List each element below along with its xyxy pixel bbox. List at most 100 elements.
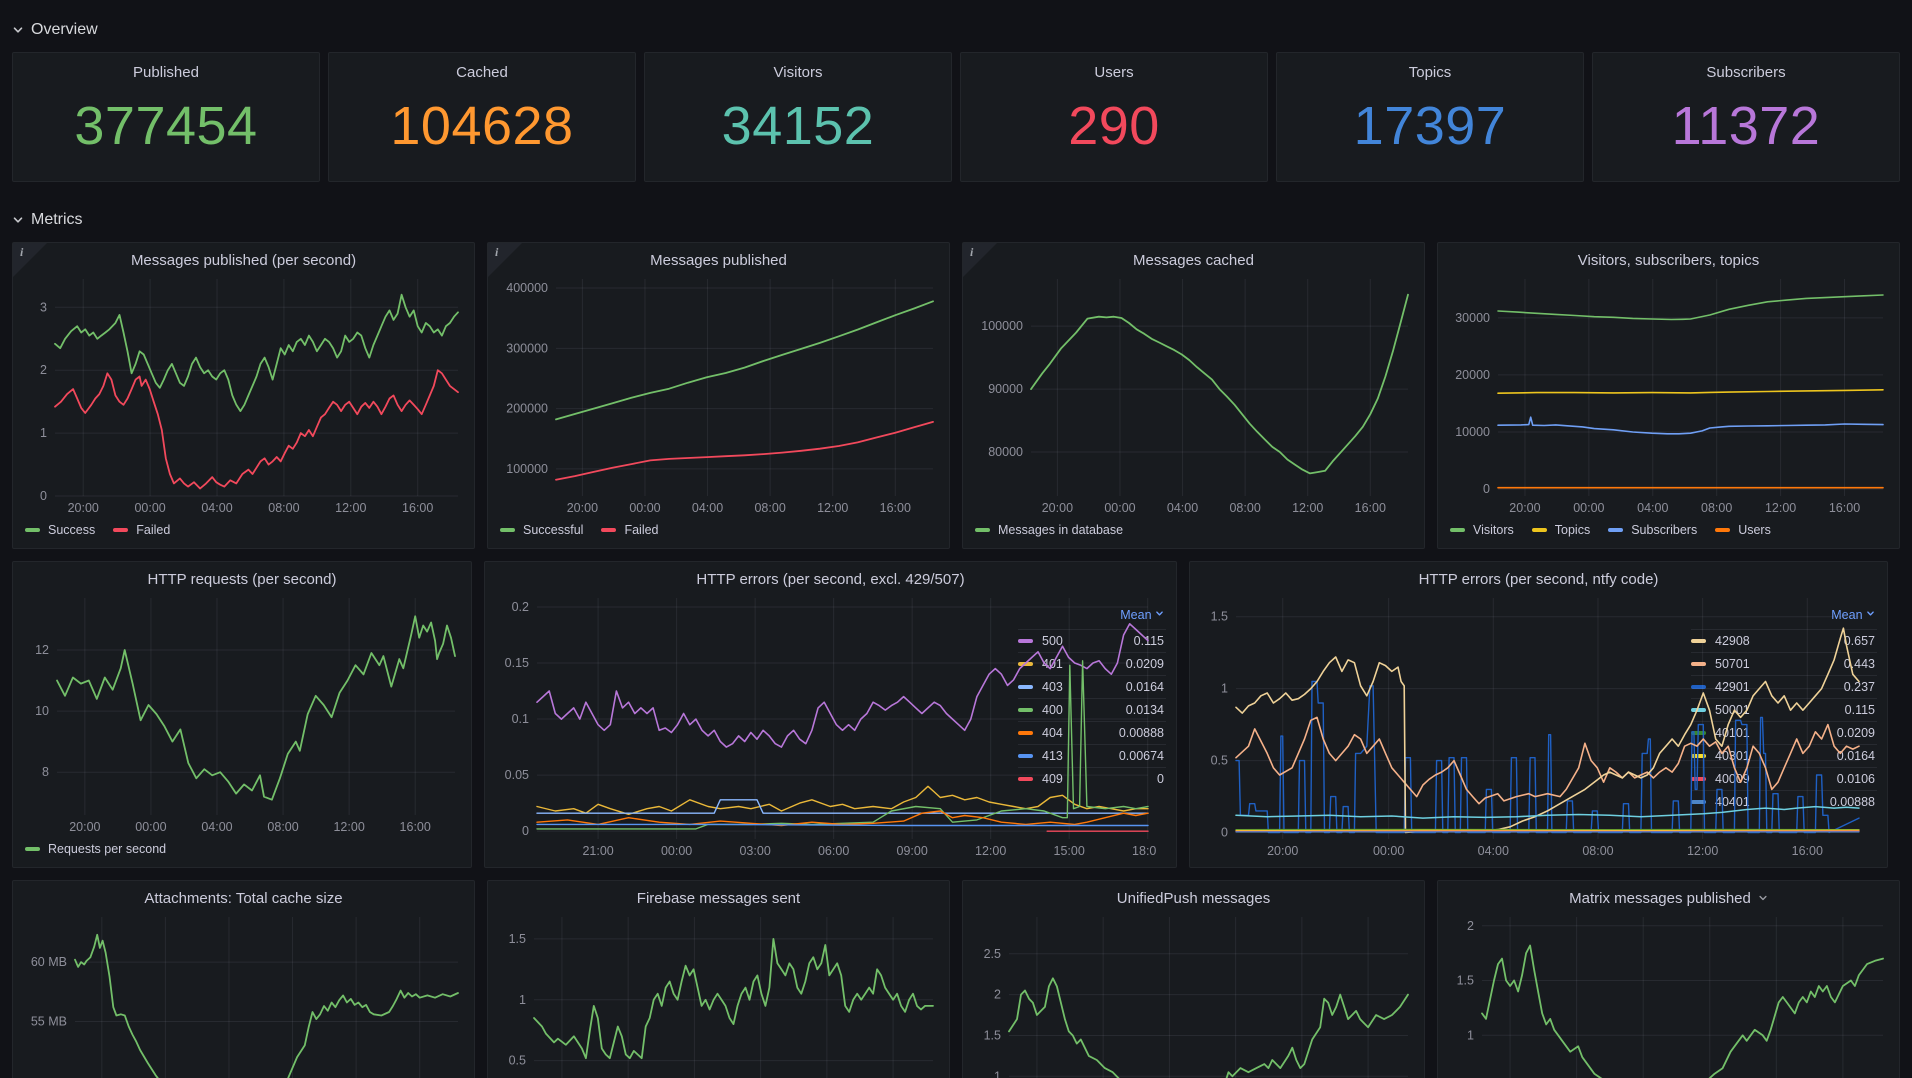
stat-panel-topics: Topics 17397 [1276,52,1584,182]
svg-text:0: 0 [1483,482,1490,496]
svg-text:1: 1 [40,426,47,440]
info-icon[interactable]: i [488,243,522,277]
chart-panel-attachments-cache: Attachments: Total cache size 20:0000:00… [12,880,475,1078]
legend-table-row[interactable]: 42901 0.237 [1691,675,1877,698]
stat-title: Subscribers [1706,64,1786,81]
svg-text:04:00: 04:00 [1478,844,1509,858]
svg-text:00:00: 00:00 [1573,501,1604,515]
legend-table: Mean 500 0.115 401 0.0209 403 0.0164 400 0.0134… [1018,606,1166,861]
legend-item[interactable]: Requests per second [25,842,166,856]
svg-text:10000: 10000 [1455,425,1490,439]
stat-value: 34152 [721,96,875,156]
panel-title[interactable]: Messages cached [1133,251,1254,269]
legend-swatch [1608,528,1624,532]
legend-swatch [1018,777,1033,781]
chart-panel-http-errors-ntfy: HTTP errors (per second, ntfy code) 20:0… [1189,561,1888,868]
legend-item[interactable]: Messages in database [975,523,1123,537]
panel-title[interactable]: Messages published (per second) [130,251,357,269]
svg-text:12:00: 12:00 [1292,501,1323,515]
svg-text:1: 1 [1467,1028,1474,1042]
legend-item[interactable]: Success [25,523,95,537]
legend-table-row[interactable]: 500 0.115 [1018,629,1166,652]
legend-item[interactable]: Topics [1531,523,1590,537]
svg-text:21:00: 21:00 [582,844,613,858]
svg-text:20:00: 20:00 [567,501,598,515]
legend-table-row[interactable]: 404 0.00888 [1018,721,1166,744]
stat-panel-visitors: Visitors 34152 [644,52,952,182]
svg-text:0.5: 0.5 [509,1054,526,1068]
chevron-down-icon [12,214,24,226]
legend-swatch [1715,528,1731,532]
chart-panel-messages-published-rate: i Messages published (per second) 20:00 0… [12,242,475,549]
svg-text:2: 2 [994,988,1001,1002]
svg-text:16:00: 16:00 [1829,501,1860,515]
chart-panel-firebase-messages: Firebase messages sent 20:0000:0004:0008… [487,880,950,1078]
legend-mean-sort[interactable]: Mean [1691,606,1877,629]
section-overview[interactable]: Overview [12,16,1900,44]
svg-text:12:00: 12:00 [335,501,366,515]
legend-table-row[interactable]: 50001 0.115 [1691,698,1877,721]
chart-legend: Requests per second [21,837,463,861]
section-metrics[interactable]: Metrics [12,206,1900,234]
panel-title[interactable]: Matrix messages published [1446,885,1891,911]
legend-table-row[interactable]: 403 0.0164 [1018,675,1166,698]
chart-panel-messages-published-total: i Messages published 20:00 00:00 04:00 08:0… [487,242,950,549]
chevron-down-icon [12,24,24,36]
legend-table-row[interactable]: 400 0.0134 [1018,698,1166,721]
svg-text:16:00: 16:00 [400,820,431,834]
svg-text:16:00: 16:00 [880,501,911,515]
legend-swatch [1450,528,1465,532]
svg-text:00:00: 00:00 [629,501,660,515]
legend-swatch [1691,777,1706,781]
svg-text:30000: 30000 [1455,311,1490,325]
legend-table-row[interactable]: 42908 0.657 [1691,629,1877,652]
legend-item[interactable]: Visitors [1450,523,1514,537]
legend-swatch [975,528,990,532]
svg-text:04:00: 04:00 [692,501,723,515]
legend-table-row[interactable]: 40401 0.00888 [1691,790,1877,813]
panel-title[interactable]: HTTP errors (per second, excl. 429/507) [696,570,965,588]
svg-text:300000: 300000 [506,341,548,355]
svg-text:04:00: 04:00 [1167,501,1198,515]
info-icon[interactable]: i [13,243,47,277]
legend-swatch [1018,639,1033,643]
legend-swatch [1531,528,1547,532]
section-title: Overview [31,21,98,38]
svg-text:1: 1 [519,993,526,1007]
svg-text:12: 12 [35,643,49,657]
panel-title[interactable]: UnifiedPush messages [1116,889,1271,907]
panel-title[interactable]: Messages published [650,251,787,269]
legend-table-row[interactable]: 413 0.00674 [1018,744,1166,767]
legend-item[interactable]: Successful [500,523,583,537]
svg-text:08:00: 08:00 [1582,844,1613,858]
legend-table-row[interactable]: 50701 0.443 [1691,652,1877,675]
svg-text:1.5: 1.5 [1457,974,1474,988]
svg-text:10: 10 [35,704,49,718]
legend-swatch [1691,800,1706,804]
panel-title[interactable]: HTTP requests (per second) [147,570,337,588]
svg-text:08:00: 08:00 [1229,501,1260,515]
svg-text:0: 0 [40,489,47,503]
stat-title: Users [1094,64,1134,81]
legend-item[interactable]: Subscribers [1608,523,1697,537]
panel-menu-caret-icon[interactable] [1758,893,1768,903]
svg-text:08:00: 08:00 [1701,501,1732,515]
legend-item[interactable]: Users [1715,523,1771,537]
panel-title[interactable]: HTTP errors (per second, ntfy code) [1418,570,1659,588]
svg-text:20:00: 20:00 [1509,501,1540,515]
chart-canvas: 20:00 00:00 04:00 08:00 12:00 16:00 0 1 2 3 [21,273,466,518]
panel-title[interactable]: Attachments: Total cache size [144,889,343,907]
svg-text:12:00: 12:00 [1765,501,1796,515]
legend-item[interactable]: Failed [601,523,659,537]
legend-mean-sort[interactable]: Mean [1018,606,1166,629]
panel-title[interactable]: Visitors, subscribers, topics [1577,251,1760,269]
svg-text:00:00: 00:00 [1104,501,1135,515]
info-icon[interactable]: i [963,243,997,277]
legend-table-row[interactable]: 409 0 [1018,767,1166,790]
legend-item[interactable]: Failed [113,523,170,537]
panel-title[interactable]: Firebase messages sent [636,889,801,907]
stat-panel-users: Users 290 [960,52,1268,182]
stat-title: Visitors [773,64,823,81]
svg-text:3: 3 [40,300,47,314]
